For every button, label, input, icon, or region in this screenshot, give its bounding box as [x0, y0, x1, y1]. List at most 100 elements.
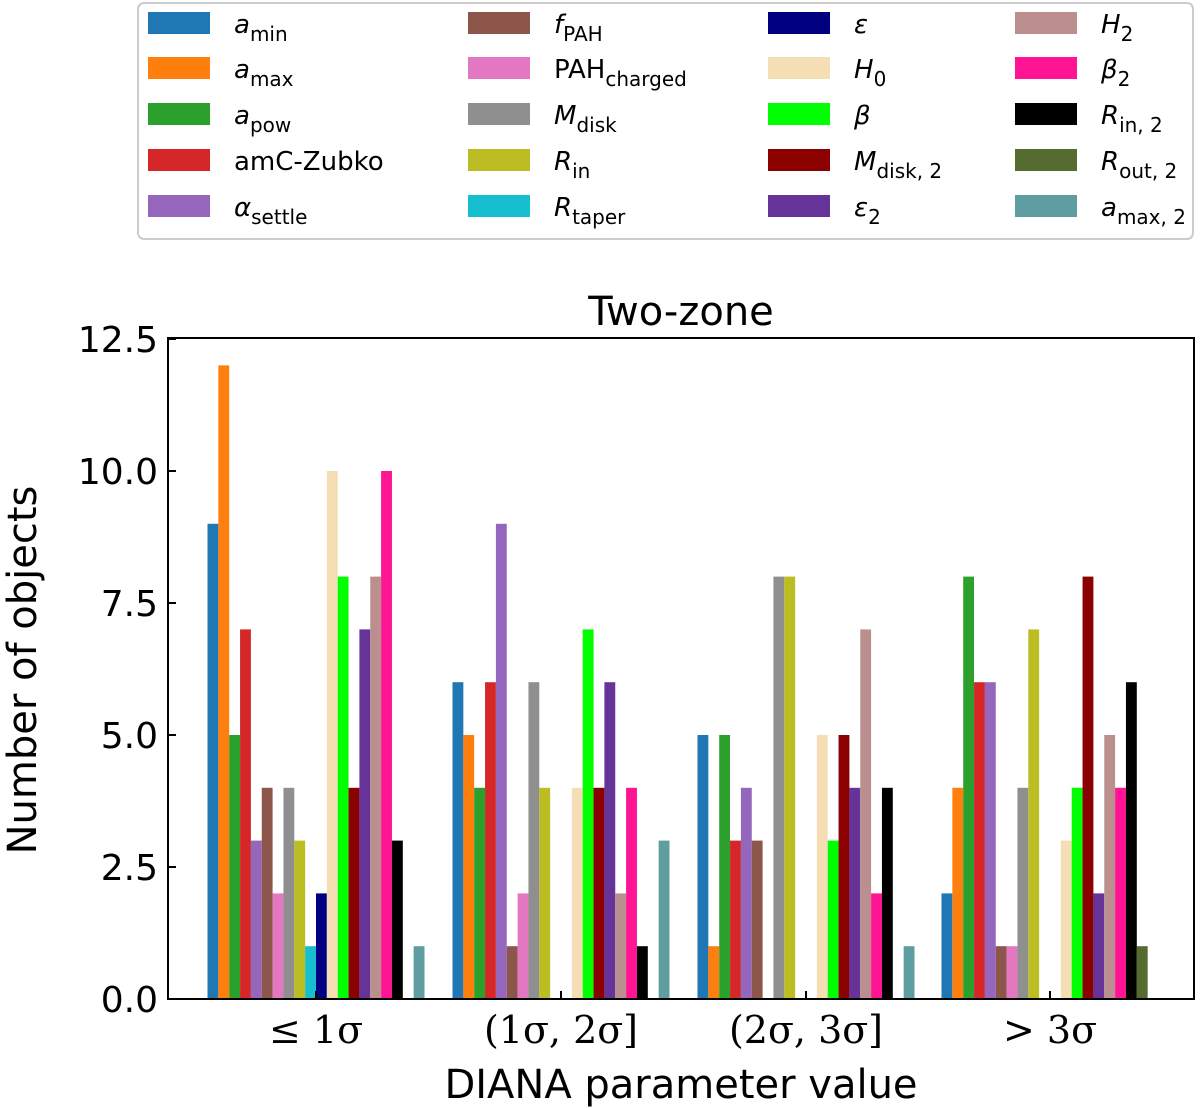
bar-f_PAH-0 — [261, 787, 273, 999]
bar-beta-0 — [337, 576, 349, 999]
bar-beta-1 — [582, 629, 594, 999]
bar-epsilon-0 — [316, 893, 327, 999]
bar-a_min-1 — [452, 682, 464, 999]
bar-PAH_charged-3 — [1006, 946, 1018, 999]
bar-a_max-0 — [218, 365, 230, 999]
legend-swatch-a_max_2 — [1015, 195, 1077, 217]
legend-label-a_max: amax — [234, 55, 294, 91]
bar-a_pow-2 — [719, 735, 731, 999]
bar-R_taper-0 — [305, 946, 316, 999]
legend-label-beta: β — [853, 101, 871, 131]
legend-label-PAH_charged: PAHcharged — [554, 55, 687, 91]
x-axis-label: DIANA parameter value — [444, 1062, 917, 1108]
legend-label-amC-Zubko: amC-Zubko — [234, 147, 384, 177]
bar-a_min-2 — [697, 735, 709, 999]
bar-M_disk_2-3 — [1082, 576, 1094, 999]
legend-swatch-R_in — [468, 149, 530, 171]
bar-epsilon_2-3 — [1093, 893, 1105, 999]
legend-label-alpha_settle: αsettle — [234, 193, 307, 229]
legend: amin amax apow amC-Zubko αsettle fPAH PAHcharg… — [148, 10, 1186, 229]
bar-f_PAH-2 — [751, 840, 763, 999]
bar-epsilon_2-0 — [359, 629, 371, 999]
bar-M_disk_2-2 — [838, 735, 850, 999]
x-tick-label-0: ≤ 1σ — [269, 1008, 363, 1052]
bar-a_pow-3 — [963, 576, 975, 999]
y-tick-label-1: 2.5 — [101, 848, 158, 889]
bar-M_disk_2-1 — [593, 787, 605, 999]
bar-PAH_charged-0 — [272, 893, 284, 999]
legend-label-R_in: Rin — [554, 147, 590, 183]
bar-R_in_2-0 — [391, 840, 403, 999]
bar-M_disk-1 — [528, 682, 540, 999]
bar-beta_2-0 — [381, 471, 392, 999]
bar-M_disk-0 — [283, 787, 295, 999]
bar-R_in-2 — [784, 576, 796, 999]
bar-a_max_2-2 — [903, 946, 915, 999]
legend-frame — [137, 2, 1194, 240]
bar-amC-Zubko-3 — [974, 682, 985, 999]
legend-label-H_0: H0 — [854, 55, 886, 91]
legend-label-R_out_2: Rout, 2 — [1101, 147, 1177, 183]
bar-a_max_2-0 — [413, 946, 425, 999]
bar-a_max_2-1 — [658, 840, 670, 999]
bar-M_disk-2 — [773, 576, 785, 999]
bar-epsilon_2-2 — [849, 787, 861, 999]
legend-label-beta_2: β2 — [1100, 55, 1130, 91]
legend-swatch-PAH_charged — [468, 57, 530, 79]
bar-R_out_2-3 — [1136, 946, 1148, 999]
x-tick-label-3: > 3σ — [1003, 1008, 1097, 1052]
bar-alpha_settle-0 — [250, 840, 262, 999]
y-tick-label-2: 5.0 — [101, 716, 158, 757]
legend-label-epsilon: ε — [854, 10, 868, 40]
bar-R_in-0 — [294, 840, 306, 999]
y-tick-label-0: 0.0 — [101, 980, 158, 1021]
bar-R_in-3 — [1028, 629, 1040, 999]
bar-amC-Zubko-0 — [240, 629, 251, 999]
bar-R_in_2-1 — [636, 946, 648, 999]
bar-f_PAH-1 — [506, 946, 518, 999]
bar-amC-Zubko-1 — [485, 682, 496, 999]
legend-swatch-M_disk — [468, 103, 530, 125]
bar-H_0-1 — [571, 787, 583, 999]
bar-H_2-0 — [370, 576, 382, 999]
legend-label-a_pow: apow — [234, 101, 291, 137]
bar-PAH_charged-1 — [517, 893, 529, 999]
bar-a_pow-0 — [229, 735, 241, 999]
legend-swatch-H_2 — [1015, 12, 1077, 34]
bar-M_disk_2-0 — [348, 787, 360, 999]
bar-alpha_settle-2 — [740, 787, 752, 999]
legend-label-M_disk: Mdisk — [554, 101, 617, 137]
legend-swatch-amC-Zubko — [148, 149, 210, 171]
legend-swatch-R_out_2 — [1015, 149, 1077, 171]
bar-alpha_settle-1 — [495, 523, 507, 999]
bar-R_in-1 — [539, 787, 551, 999]
bar-a_min-0 — [207, 523, 219, 999]
x-tick-label-1: (1σ, 2σ] — [484, 1008, 638, 1052]
bar-H_2-3 — [1104, 735, 1116, 999]
bar-epsilon_2-1 — [604, 682, 616, 999]
y-tick-label-4: 10.0 — [78, 452, 158, 493]
x-ticks: ≤ 1σ (1σ, 2σ] (2σ, 3σ] > 3σ — [269, 991, 1097, 1052]
legend-swatch-H_0 — [768, 57, 830, 79]
legend-swatch-alpha_settle — [148, 195, 210, 217]
bar-beta_2-3 — [1115, 787, 1126, 999]
bar-H_0-3 — [1060, 840, 1072, 999]
legend-swatch-epsilon_2 — [768, 195, 830, 217]
legend-swatch-M_disk_2 — [768, 149, 830, 171]
bar-H_0-2 — [816, 735, 828, 999]
bar-f_PAH-3 — [995, 946, 1007, 999]
bar-M_disk-3 — [1017, 787, 1029, 999]
bar-a_min-3 — [941, 893, 953, 999]
x-tick-label-2: (2σ, 3σ] — [729, 1008, 883, 1052]
bar-beta-3 — [1071, 787, 1083, 999]
y-ticks: 0.0 2.5 5.0 7.5 10.0 12.5 — [78, 320, 176, 1021]
bar-a_max-3 — [952, 787, 964, 999]
bar-beta-2 — [827, 840, 839, 999]
legend-swatch-a_pow — [148, 103, 210, 125]
bar-a_max-2 — [708, 946, 720, 999]
chart-title: Two-zone — [587, 289, 774, 335]
bar-R_in_2-2 — [881, 787, 893, 999]
legend-swatch-a_max — [148, 57, 210, 79]
legend-swatch-f_PAH — [468, 12, 530, 34]
